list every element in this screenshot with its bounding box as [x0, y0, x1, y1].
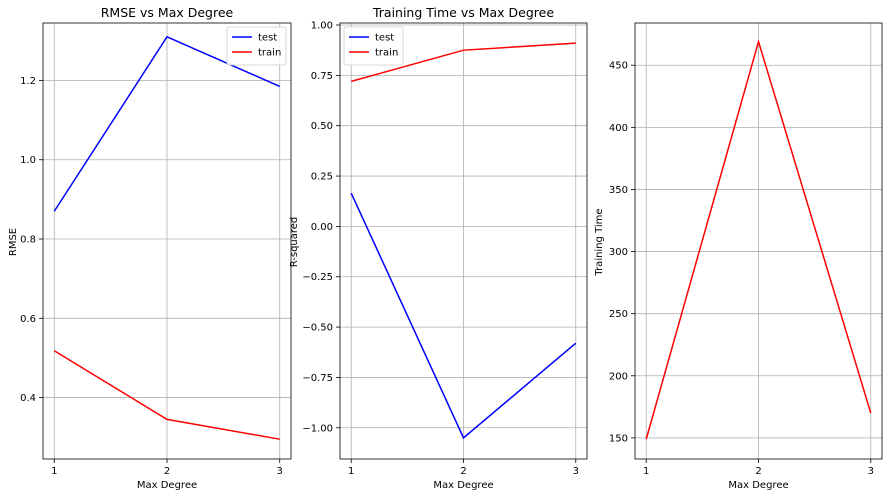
x-axis-label: Max Degree	[137, 480, 197, 491]
y-tick-label: 250	[609, 309, 628, 320]
legend: test train	[226, 26, 287, 66]
y-axis-label: RMSE	[8, 228, 19, 256]
y-tick-label: −0.50	[302, 323, 333, 334]
x-tick-label: 2	[460, 466, 466, 477]
axes-frame	[339, 22, 588, 460]
x-tick-label: 1	[348, 466, 354, 477]
legend-label-test: test	[375, 33, 394, 44]
axes-frame	[42, 22, 292, 460]
x-tick-label: 2	[755, 466, 761, 477]
series-line-test	[350, 192, 577, 440]
series-line-test	[53, 35, 281, 212]
y-tick-label: 1.00	[311, 21, 333, 32]
y-tick-label: 200	[609, 371, 628, 382]
y-tick-label: 350	[609, 185, 628, 196]
series-line-train	[351, 42, 576, 83]
chart-title: Training Time vs Max Degree	[372, 5, 554, 20]
legend: test train	[343, 26, 404, 66]
y-tick-label: 0.6	[20, 314, 36, 325]
series-line-train	[53, 350, 280, 440]
chart-title: RMSE vs Max Degree	[101, 5, 234, 20]
y-tick-label: 0.25	[311, 172, 333, 183]
series-line-series	[645, 38, 872, 440]
axes-frame	[634, 22, 883, 460]
subplot-2: 1 2 3 1.00 0.75 0.50 0.25 0.00 −0.25 −0.50 −0.75 −1…	[289, 5, 588, 491]
subplot-1: 1 2 3 0.4 0.6 0.8 1.0 1.2 RMSE vs Max Degree Max …	[8, 5, 292, 491]
x-tick-label: 3	[277, 466, 283, 477]
x-axis-label: Max Degree	[433, 480, 493, 491]
y-tick-label: 150	[609, 433, 628, 444]
y-tick-label: 450	[609, 61, 628, 72]
subplot-3: 1 2 3 150 200 250 300 350 400 450 Max Degree Traini…	[594, 22, 883, 491]
x-tick-label: 3	[573, 466, 579, 477]
y-axis-label: Training Time	[594, 208, 605, 276]
x-tick-label: 1	[643, 466, 649, 477]
y-tick-label: 300	[609, 247, 628, 258]
y-tick-label: −0.25	[302, 272, 333, 283]
y-tick-label: 0.50	[311, 121, 333, 132]
y-axis-label: R-squared	[289, 217, 300, 268]
y-tick-label: 0.8	[20, 235, 36, 246]
x-tick-label: 2	[164, 466, 170, 477]
x-axis-label: Max Degree	[728, 480, 788, 491]
y-tick-label: −1.00	[302, 423, 333, 434]
y-tick-label: −0.75	[302, 373, 333, 384]
legend-label-train: train	[258, 48, 281, 59]
y-tick-label: 0.00	[311, 222, 333, 233]
legend-label-train: train	[375, 48, 398, 59]
y-tick-label: 400	[609, 123, 628, 134]
y-tick-label: 1.2	[20, 76, 36, 87]
x-tick-label: 3	[868, 466, 874, 477]
legend-label-test: test	[258, 33, 277, 44]
y-tick-label: 0.4	[20, 393, 36, 404]
y-tick-label: 0.75	[311, 71, 333, 82]
x-tick-label: 1	[51, 466, 57, 477]
y-tick-label: 1.0	[20, 155, 36, 166]
